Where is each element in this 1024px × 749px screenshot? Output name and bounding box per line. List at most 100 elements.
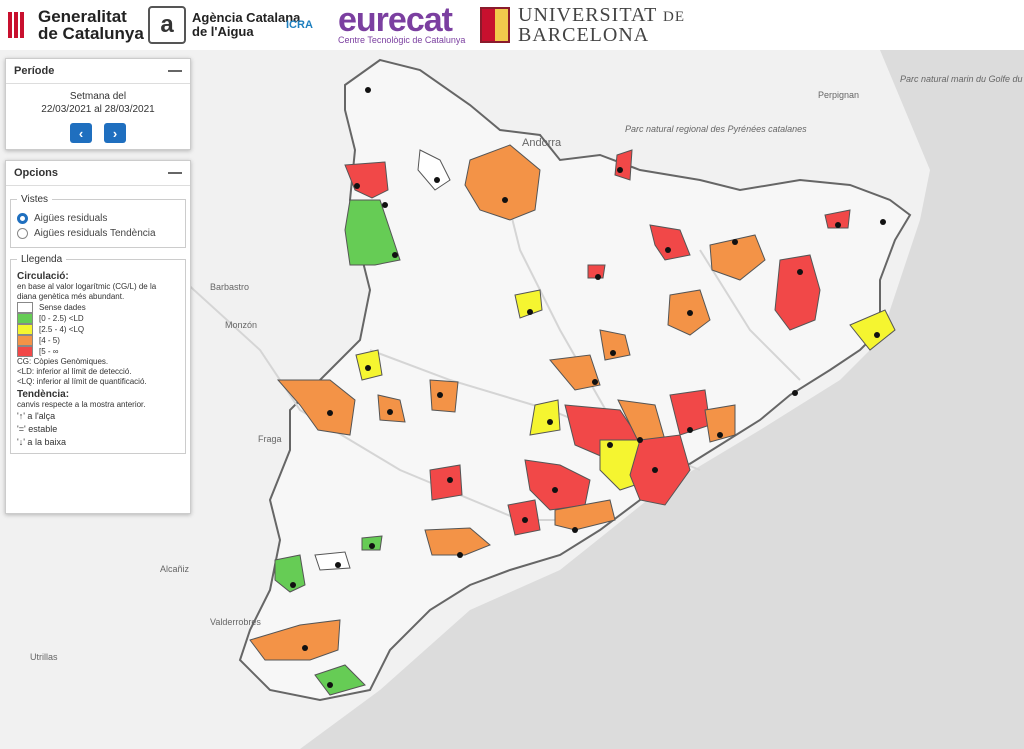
logo-bar: Generalitat de Catalunya a Agència Catal… xyxy=(0,0,1024,50)
note-lq: <LQ: inferior al límit de quantificació. xyxy=(17,377,147,386)
area-orange[interactable] xyxy=(599,329,631,361)
ub-shield-icon xyxy=(480,7,510,43)
area-orange[interactable] xyxy=(429,379,459,413)
sampling-point xyxy=(327,410,333,416)
area-red[interactable] xyxy=(774,254,821,331)
legend-class-label: [5 - ∞ xyxy=(39,347,59,356)
area-red[interactable] xyxy=(344,161,389,199)
place-label-fraga: Fraga xyxy=(258,434,282,444)
circulation-desc-1: en base al valor logarítmic (CG/L) de la xyxy=(17,282,157,291)
place-label-andorra: Andorra xyxy=(522,137,562,149)
views-group: Vistes Aigües residuals Aigües residuals… xyxy=(10,194,186,248)
swatch-icon xyxy=(17,335,33,346)
sampling-point xyxy=(527,309,533,315)
collapse-icon[interactable] xyxy=(168,172,182,174)
area-yellow[interactable] xyxy=(514,289,543,319)
area-orange[interactable] xyxy=(276,379,356,436)
view-option-trend[interactable]: Aigües residuals Tendència xyxy=(17,228,179,239)
ub-line2: BARCELONA xyxy=(518,24,650,46)
place-label-monzon: Monzón xyxy=(225,320,257,330)
view-option-label: Aigües residuals Tendència xyxy=(34,228,156,239)
area-orange[interactable] xyxy=(549,354,601,391)
area-orange[interactable] xyxy=(554,499,616,531)
sampling-point xyxy=(874,332,880,338)
trend-stable: '=' estable xyxy=(17,424,58,434)
area-orange[interactable] xyxy=(709,234,766,281)
area-yellow[interactable] xyxy=(355,349,383,381)
view-option-residuals[interactable]: Aigües residuals xyxy=(17,213,179,224)
sampling-point xyxy=(392,252,398,258)
area-red[interactable] xyxy=(824,209,851,229)
sea-area xyxy=(300,170,1024,749)
ub-logo: UNIVERSITAT DE BARCELONA xyxy=(480,0,685,50)
area-red[interactable] xyxy=(614,149,633,181)
area-orange[interactable] xyxy=(704,404,736,443)
legend-class-label: [4 - 5) xyxy=(39,336,60,345)
sampling-point xyxy=(522,517,528,523)
options-panel-header[interactable]: Opcions xyxy=(6,161,190,186)
sampling-point xyxy=(835,222,841,228)
area-red[interactable] xyxy=(429,464,463,501)
sea-area-north xyxy=(880,50,1024,170)
next-week-button[interactable]: › xyxy=(104,123,126,143)
area-green[interactable] xyxy=(274,554,306,593)
trend-up: '↑' a l'alça xyxy=(17,411,56,421)
place-label-utrillas: Utrillas xyxy=(30,652,58,662)
icra-text: ICRA xyxy=(286,19,313,31)
area-green[interactable] xyxy=(344,199,401,266)
sampling-point xyxy=(502,197,508,203)
place-label-alcaniz: Alcañiz xyxy=(160,564,190,574)
trend-title: Tendència: xyxy=(17,389,70,400)
area-white[interactable] xyxy=(417,149,451,191)
legend-class-label: [2.5 - 4) <LQ xyxy=(39,325,85,334)
legend-class-lq: [2.5 - 4) <LQ xyxy=(17,324,179,335)
place-label-perpignan: Perpignan xyxy=(818,90,859,100)
period-panel-header[interactable]: Període xyxy=(6,59,190,84)
sampling-point xyxy=(652,467,658,473)
swatch-icon xyxy=(17,302,33,313)
sampling-point xyxy=(365,365,371,371)
area-red[interactable] xyxy=(587,264,606,279)
sampling-point xyxy=(354,183,360,189)
period-panel-title: Període xyxy=(14,65,55,77)
place-label-valderrobres: Valderrobres xyxy=(210,617,261,627)
area-green[interactable] xyxy=(314,664,366,696)
road xyxy=(699,249,801,381)
period-label: Setmana del xyxy=(69,91,127,102)
sampling-point xyxy=(457,552,463,558)
eurecat-word: eurecat xyxy=(338,1,453,39)
sampling-point xyxy=(595,274,601,280)
sampling-point xyxy=(290,582,296,588)
swatch-icon xyxy=(17,346,33,357)
period-panel: Període Setmana del 22/03/2021 al 28/03/… xyxy=(5,58,191,150)
sampling-points xyxy=(290,87,886,688)
legend-class-4-5: [4 - 5) xyxy=(17,335,179,346)
legend-class-label: [0 - 2.5) <LD xyxy=(39,314,84,323)
trend-desc: canvis respecte a la mostra anterior. xyxy=(17,400,146,409)
radio-selected-icon[interactable] xyxy=(17,213,28,224)
ub-de: DE xyxy=(663,9,686,25)
circulation-desc-2: diana genètica més abundant. xyxy=(17,292,125,301)
area-orange[interactable] xyxy=(464,144,541,221)
previous-week-button[interactable]: ‹ xyxy=(70,123,92,143)
map-canvas[interactable]: Andorra Perpignan Parc natural marin du … xyxy=(0,50,1024,749)
sampling-point xyxy=(607,442,613,448)
area-orange[interactable] xyxy=(249,619,341,661)
area-yellow[interactable] xyxy=(849,309,896,351)
area-yellow[interactable] xyxy=(529,399,561,436)
collapse-icon[interactable] xyxy=(168,70,182,72)
sampling-point xyxy=(327,682,333,688)
area-orange[interactable] xyxy=(424,527,491,556)
views-legend: Vistes xyxy=(21,194,49,205)
area-red[interactable] xyxy=(649,224,691,261)
swatch-icon xyxy=(17,324,33,335)
radio-unselected-icon[interactable] xyxy=(17,228,28,239)
area-orange[interactable] xyxy=(377,394,406,423)
eurecat-logo: eurecat Centre Tecnològic de Catalunya xyxy=(338,0,465,50)
sampling-point xyxy=(732,239,738,245)
sampling-point xyxy=(572,527,578,533)
sampling-point xyxy=(369,543,375,549)
aca-line2: de l'Aigua xyxy=(192,24,254,39)
aca-line1: Agència Catalana xyxy=(192,10,301,25)
area-white[interactable] xyxy=(314,551,351,571)
